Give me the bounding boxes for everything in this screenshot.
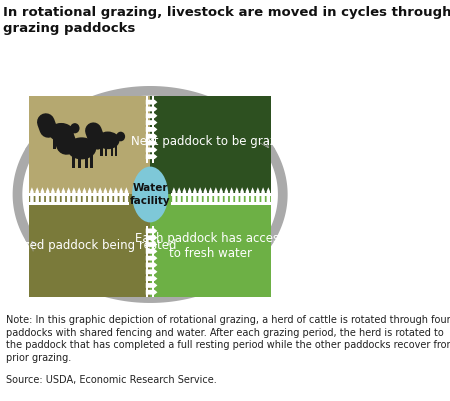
Polygon shape: [125, 187, 128, 205]
Text: Note: In this graphic depiction of rotational grazing, a herd of cattle is rotat: Note: In this graphic depiction of rotat…: [6, 315, 450, 363]
Polygon shape: [146, 148, 158, 152]
Ellipse shape: [49, 123, 74, 142]
Polygon shape: [88, 187, 91, 205]
Bar: [152, 227, 154, 297]
Polygon shape: [146, 263, 158, 267]
Polygon shape: [183, 187, 186, 205]
Polygon shape: [172, 187, 176, 205]
Polygon shape: [146, 100, 158, 105]
Polygon shape: [146, 283, 158, 288]
Bar: [146, 96, 148, 162]
Polygon shape: [104, 187, 107, 205]
Polygon shape: [225, 187, 228, 205]
Polygon shape: [235, 187, 238, 205]
Polygon shape: [146, 134, 158, 139]
Polygon shape: [146, 127, 158, 132]
Polygon shape: [146, 242, 158, 247]
Polygon shape: [146, 269, 158, 274]
Polygon shape: [40, 187, 44, 205]
Bar: [64, 136, 67, 149]
Polygon shape: [146, 276, 158, 281]
Polygon shape: [256, 187, 260, 205]
Polygon shape: [146, 141, 158, 146]
Polygon shape: [246, 187, 249, 205]
Bar: [29, 202, 129, 205]
Polygon shape: [72, 187, 76, 205]
Bar: [115, 144, 117, 156]
Bar: [146, 227, 148, 297]
Ellipse shape: [67, 126, 72, 135]
Polygon shape: [119, 187, 123, 205]
Polygon shape: [146, 249, 158, 254]
Bar: [29, 193, 129, 196]
Bar: [90, 152, 93, 168]
Polygon shape: [188, 187, 191, 205]
Polygon shape: [114, 187, 117, 205]
Polygon shape: [146, 290, 158, 295]
Ellipse shape: [92, 138, 103, 150]
Text: Source: USDA, Economic Research Service.: Source: USDA, Economic Research Service.: [6, 375, 216, 385]
Text: In rotational grazing, livestock are moved in cycles through fenced
grazing padd: In rotational grazing, livestock are mov…: [3, 6, 450, 35]
Text: Grazed paddock being rested: Grazed paddock being rested: [2, 239, 177, 252]
Bar: [105, 144, 108, 156]
Bar: [29, 194, 150, 297]
Polygon shape: [77, 187, 81, 205]
Bar: [111, 144, 113, 156]
Bar: [58, 136, 61, 149]
Polygon shape: [109, 187, 112, 205]
Polygon shape: [219, 187, 223, 205]
Polygon shape: [99, 187, 102, 205]
Bar: [150, 194, 271, 297]
Polygon shape: [36, 187, 39, 205]
Polygon shape: [67, 187, 70, 205]
Polygon shape: [51, 187, 54, 205]
Bar: [152, 96, 154, 162]
Text: Each paddock has access
to fresh water: Each paddock has access to fresh water: [135, 232, 286, 259]
Ellipse shape: [70, 123, 80, 134]
Polygon shape: [209, 187, 212, 205]
Polygon shape: [193, 187, 197, 205]
Polygon shape: [30, 187, 34, 205]
Polygon shape: [46, 187, 50, 205]
Polygon shape: [93, 187, 97, 205]
Polygon shape: [230, 187, 234, 205]
Polygon shape: [146, 256, 158, 261]
Bar: [100, 144, 103, 156]
Bar: [171, 193, 271, 196]
Ellipse shape: [89, 141, 95, 151]
Bar: [29, 96, 150, 194]
Ellipse shape: [96, 132, 120, 149]
Ellipse shape: [67, 138, 96, 160]
Polygon shape: [146, 113, 158, 118]
Polygon shape: [266, 187, 270, 205]
Bar: [85, 152, 88, 168]
Bar: [171, 202, 271, 205]
Polygon shape: [146, 154, 158, 159]
Bar: [72, 152, 75, 168]
Bar: [53, 136, 56, 149]
Bar: [78, 152, 81, 168]
Polygon shape: [146, 107, 158, 111]
Polygon shape: [177, 187, 181, 205]
Polygon shape: [251, 187, 254, 205]
Polygon shape: [146, 120, 158, 125]
Polygon shape: [203, 187, 207, 205]
Polygon shape: [83, 187, 86, 205]
Polygon shape: [240, 187, 244, 205]
Ellipse shape: [116, 132, 125, 141]
Polygon shape: [261, 187, 265, 205]
Ellipse shape: [132, 166, 168, 223]
Bar: [150, 96, 271, 194]
Polygon shape: [62, 187, 65, 205]
Ellipse shape: [113, 134, 119, 142]
Text: Water
facility: Water facility: [130, 183, 171, 206]
Polygon shape: [198, 187, 202, 205]
Polygon shape: [214, 187, 218, 205]
Polygon shape: [56, 187, 60, 205]
Polygon shape: [146, 229, 158, 233]
Bar: [69, 136, 71, 149]
Polygon shape: [146, 235, 158, 240]
Text: Next paddock to be grazed: Next paddock to be grazed: [130, 135, 291, 148]
